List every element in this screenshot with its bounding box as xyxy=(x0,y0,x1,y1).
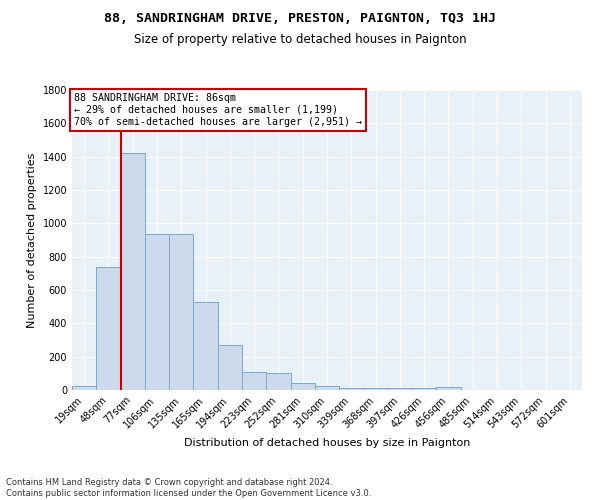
Y-axis label: Number of detached properties: Number of detached properties xyxy=(27,152,37,328)
Bar xyxy=(266,374,290,390)
Text: 88 SANDRINGHAM DRIVE: 86sqm
← 29% of detached houses are smaller (1,199)
70% of : 88 SANDRINGHAM DRIVE: 86sqm ← 29% of det… xyxy=(74,94,362,126)
Bar xyxy=(72,386,96,390)
Bar xyxy=(339,388,364,390)
Bar xyxy=(242,372,266,390)
Bar xyxy=(290,382,315,390)
Bar xyxy=(412,388,436,390)
Bar xyxy=(193,302,218,390)
Bar xyxy=(218,345,242,390)
Bar xyxy=(436,386,461,390)
X-axis label: Distribution of detached houses by size in Paignton: Distribution of detached houses by size … xyxy=(184,438,470,448)
Bar xyxy=(96,266,121,390)
Bar xyxy=(364,388,388,390)
Bar xyxy=(121,154,145,390)
Text: Size of property relative to detached houses in Paignton: Size of property relative to detached ho… xyxy=(134,32,466,46)
Text: 88, SANDRINGHAM DRIVE, PRESTON, PAIGNTON, TQ3 1HJ: 88, SANDRINGHAM DRIVE, PRESTON, PAIGNTON… xyxy=(104,12,496,26)
Text: Contains HM Land Registry data © Crown copyright and database right 2024.
Contai: Contains HM Land Registry data © Crown c… xyxy=(6,478,371,498)
Bar xyxy=(169,234,193,390)
Bar xyxy=(388,388,412,390)
Bar xyxy=(145,234,169,390)
Bar xyxy=(315,386,339,390)
